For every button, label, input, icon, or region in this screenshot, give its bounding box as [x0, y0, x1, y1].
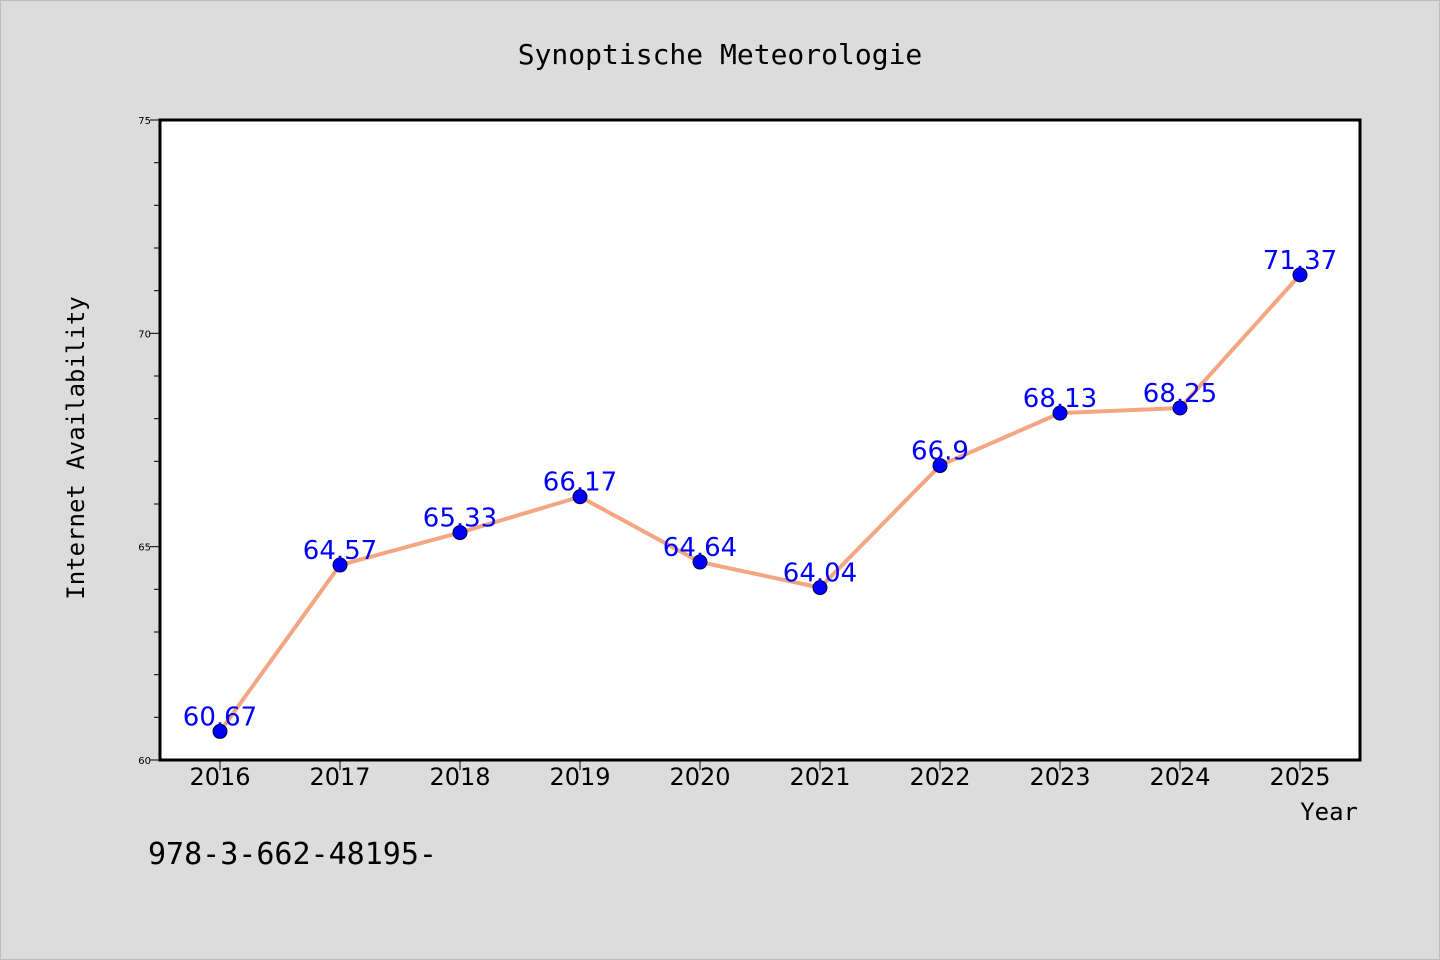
- data-label: 68.13: [1023, 384, 1097, 414]
- data-point: [212, 723, 228, 739]
- data-point: [572, 489, 588, 505]
- data-label: 64.64: [663, 533, 737, 563]
- data-point: [452, 525, 468, 541]
- series-layer: 60.67 64.57 65.33 66.17 64.64 64.04 66.9 68.13 6…: [183, 246, 1337, 739]
- series-line: [218, 272, 1302, 734]
- y-tick-label: 60: [138, 756, 151, 767]
- data-label: 66.9: [911, 437, 969, 467]
- x-axis: 2016 2017 2018 2019 2020 2021 2022 2023 2024 2025: [189, 760, 1331, 791]
- y-tick-label: 65: [138, 543, 151, 554]
- data-point: [812, 580, 828, 596]
- data-point: [692, 554, 708, 570]
- y-axis-label: Internet Availability: [62, 296, 90, 599]
- data-label: 65.33: [423, 504, 497, 534]
- chart-title: Synoptische Meteorologie: [518, 38, 923, 71]
- data-point: [332, 557, 348, 573]
- x-tick-label: 2022: [909, 763, 970, 791]
- data-label: 71.37: [1263, 246, 1337, 276]
- x-tick-label: 2017: [309, 763, 370, 791]
- x-tick-label: 2018: [429, 763, 490, 791]
- data-point: [932, 458, 948, 474]
- data-point: [1292, 267, 1308, 283]
- data-label: 60.67: [183, 702, 257, 732]
- x-tick-label: 2024: [1149, 763, 1210, 791]
- plot-frame: [158, 118, 1362, 762]
- x-tick-label: 2016: [189, 763, 250, 791]
- data-point: [1052, 405, 1068, 421]
- x-tick-label: 2025: [1269, 763, 1330, 791]
- data-point: [1172, 400, 1188, 416]
- y-tick-label: 75: [138, 116, 151, 127]
- data-label: 68.25: [1143, 379, 1217, 409]
- x-axis-label: Year: [1300, 798, 1358, 826]
- x-tick-label: 2021: [789, 763, 850, 791]
- x-tick-label: 2023: [1029, 763, 1090, 791]
- footer-isbn-text: 978-3-662-48195-: [148, 837, 437, 872]
- plot-area: [160, 120, 1360, 760]
- data-label: 64.57: [303, 536, 377, 566]
- x-tick-label: 2019: [549, 763, 610, 791]
- data-label: 64.04: [783, 559, 857, 589]
- y-tick-label: 70: [138, 329, 151, 340]
- data-label: 66.17: [543, 468, 617, 498]
- x-tick-label: 2020: [669, 763, 730, 791]
